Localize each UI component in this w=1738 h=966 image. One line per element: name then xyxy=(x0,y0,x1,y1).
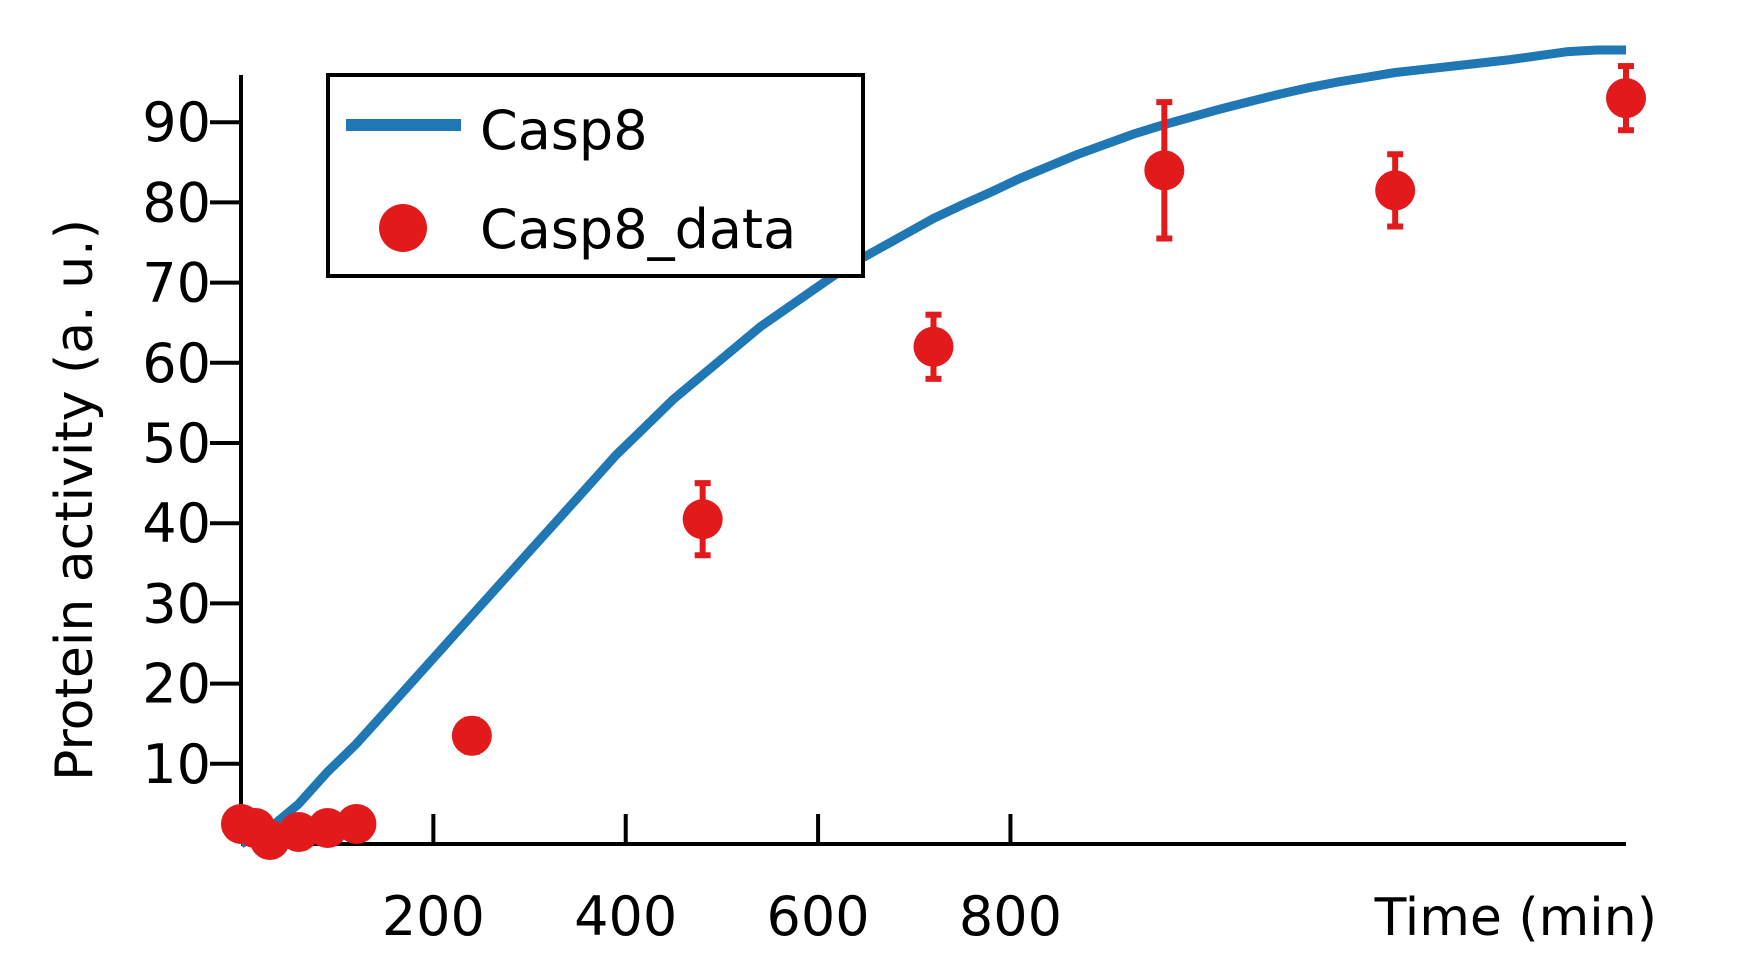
x-tick-label: 400 xyxy=(574,885,677,948)
legend: Casp8 Casp8_data xyxy=(326,73,865,278)
y-tick-label: 50 xyxy=(142,412,211,475)
y-tick-label: 90 xyxy=(142,91,211,154)
y-tick-label: 20 xyxy=(142,653,211,716)
x-tick-label: 200 xyxy=(382,885,485,948)
data-point xyxy=(336,803,377,844)
legend-label-casp8: Casp8 xyxy=(480,99,648,162)
y-tick-label: 10 xyxy=(142,733,211,796)
y-tick-label: 40 xyxy=(142,492,211,555)
x-axis-label: Time (min) xyxy=(1374,888,1657,948)
data-point xyxy=(1606,78,1646,119)
data-point xyxy=(1375,170,1416,211)
legend-swatch-casp8-data xyxy=(379,204,427,252)
data-point xyxy=(451,715,492,756)
y-axis-label: Protein activity (a. u.) xyxy=(45,219,105,781)
axes: 10 20 30 40 50 60 70 80 90 200 400 600 800 Time (min)… xyxy=(45,75,1657,948)
legend-frame xyxy=(326,73,865,278)
legend-label-casp8-data: Casp8_data xyxy=(480,198,796,261)
x-tick-label: 800 xyxy=(959,885,1062,948)
data-point xyxy=(1144,150,1185,191)
y-tick-label: 70 xyxy=(142,252,211,315)
y-tick-label: 30 xyxy=(142,572,211,635)
y-tick-label: 80 xyxy=(142,171,211,234)
x-tick-label: 600 xyxy=(767,885,870,948)
plot-area xyxy=(221,45,1646,860)
series-line-casp8 xyxy=(238,45,1626,848)
y-tick-label: 60 xyxy=(142,332,211,395)
data-point xyxy=(913,326,954,367)
data-point xyxy=(682,499,723,540)
